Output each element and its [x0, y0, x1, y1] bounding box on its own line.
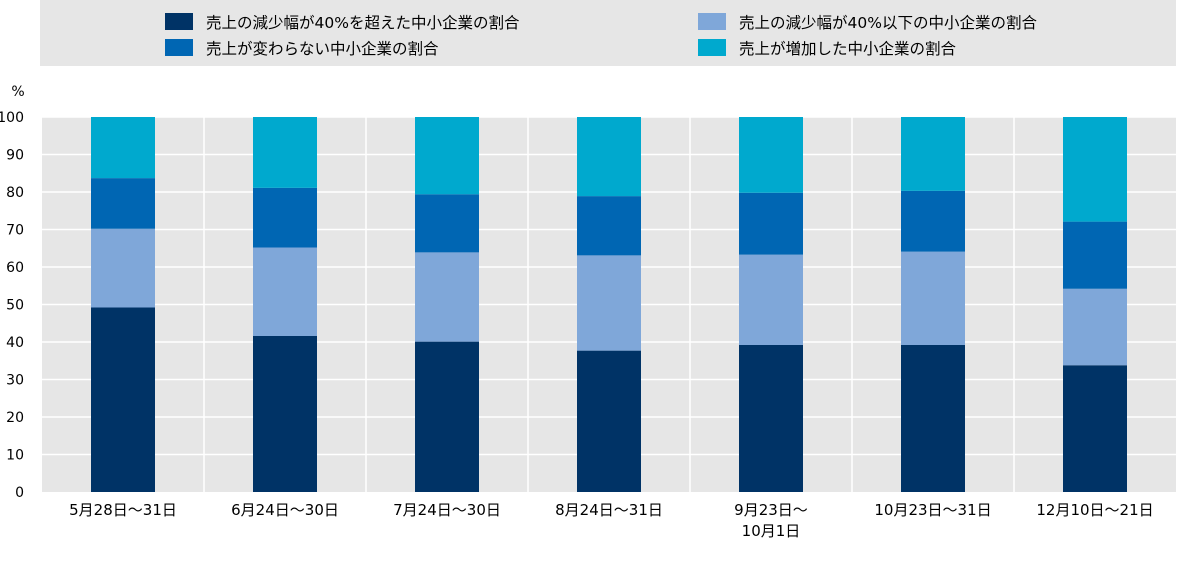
legend-label-1: 売上の減少幅が40%を超えた中小企業の割合: [206, 14, 520, 32]
bar-segment-s4-c5: [739, 117, 803, 193]
bar-segment-s4-c3: [415, 117, 479, 195]
bar-segment-s3-c5: [739, 192, 803, 255]
y-axis-label: %: [11, 84, 24, 100]
legend-swatch-3: [165, 39, 193, 56]
bar-segment-s2-c4: [577, 255, 641, 351]
legend-label-4: 売上が増加した中小企業の割合: [739, 40, 957, 58]
y-tick-label-40: 40: [6, 335, 24, 351]
bar-segment-s3-c1: [91, 178, 155, 229]
x-tick-label-5-line-2: 10月1日: [742, 522, 801, 540]
bar-segment-s2-c6: [901, 251, 965, 345]
bar-segment-s3-c4: [577, 196, 641, 256]
y-tick-label-30: 30: [6, 373, 24, 389]
legend-swatch-4: [698, 39, 726, 56]
x-tick-label-3: 7月24日～30日: [393, 501, 501, 519]
bar-segment-s4-c6: [901, 117, 965, 191]
x-tick-label-7: 12月10日～21日: [1036, 501, 1153, 519]
x-tick-label-2: 6月24日～30日: [231, 501, 339, 519]
bar-segment-s1-c3: [415, 341, 479, 492]
x-tick-label-1: 5月28日～31日: [69, 501, 177, 519]
bar-segment-s1-c2: [253, 336, 317, 492]
bar-segment-s3-c7: [1063, 221, 1127, 289]
y-tick-label-100: 100: [0, 110, 24, 126]
legend-background: [40, 0, 1176, 66]
bar-segment-s1-c7: [1063, 365, 1127, 492]
bar-segment-s2-c5: [739, 254, 803, 345]
legend-swatch-2: [698, 13, 726, 30]
y-tick-label-90: 90: [6, 148, 24, 164]
legend-label-3: 売上が変わらない中小企業の割合: [206, 40, 439, 58]
bar-segment-s1-c4: [577, 350, 641, 492]
y-tick-label-60: 60: [6, 260, 24, 276]
bar-segment-s2-c2: [253, 247, 317, 336]
bar-segment-s3-c6: [901, 190, 965, 252]
y-tick-label-0: 0: [15, 485, 24, 501]
bar-segment-s4-c4: [577, 117, 641, 197]
bar-segment-s4-c7: [1063, 117, 1127, 222]
y-tick-label-50: 50: [6, 298, 24, 314]
legend-label-2: 売上の減少幅が40%以下の中小企業の割合: [739, 14, 1037, 32]
legend-swatch-1: [165, 13, 193, 30]
x-tick-label-6: 10月23日～31日: [874, 501, 991, 519]
bar-segment-s1-c5: [739, 345, 803, 492]
y-tick-label-10: 10: [6, 448, 24, 464]
bar-segment-s2-c3: [415, 252, 479, 342]
y-tick-label-70: 70: [6, 223, 24, 239]
bar-segment-s1-c1: [91, 307, 155, 492]
y-tick-label-20: 20: [6, 410, 24, 426]
bar-segment-s2-c7: [1063, 288, 1127, 366]
bar-segment-s4-c1: [91, 117, 155, 179]
bar-segment-s2-c1: [91, 228, 155, 308]
x-tick-label-5-line-1: 9月23日～: [734, 501, 808, 519]
y-tick-label-80: 80: [6, 185, 24, 201]
x-tick-label-4: 8月24日～31日: [555, 501, 663, 519]
bar-segment-s3-c2: [253, 187, 317, 248]
bar-segment-s1-c6: [901, 345, 965, 492]
bar-segment-s4-c2: [253, 117, 317, 188]
bar-segment-s3-c3: [415, 194, 479, 253]
